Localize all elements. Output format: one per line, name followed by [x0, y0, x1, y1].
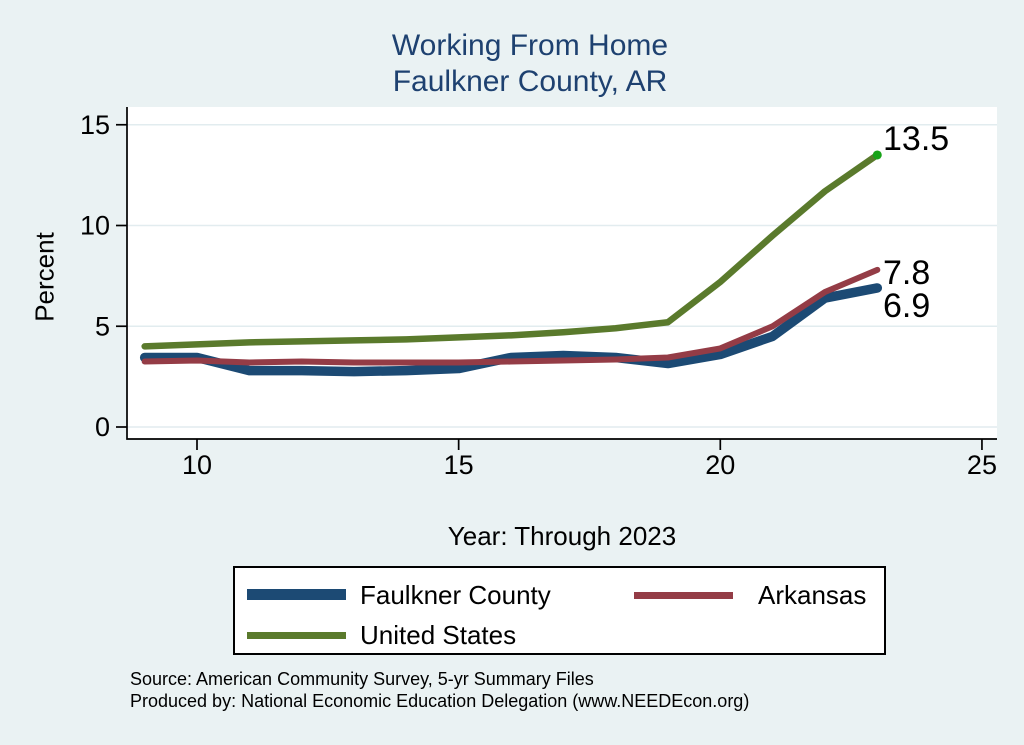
series-line-2: [141, 151, 881, 350]
chart-title: Working From Home Faulkner County, AR: [0, 28, 1024, 100]
legend-label-united-states: United States: [360, 620, 517, 650]
series-endpoint-dot-2: [872, 150, 882, 160]
x-tick-label-25: 25: [967, 450, 997, 480]
legend-label-faulkner-county: Faulkner County: [360, 580, 551, 610]
series-line-1: [141, 266, 881, 366]
legend: Faulkner County Arkansas United States: [233, 566, 886, 655]
x-tick-label-10: 10: [182, 450, 212, 480]
end-label-0: 6.9: [883, 287, 930, 325]
legend-swatch-faulkner-county: [247, 589, 346, 600]
chart-title-line1: Working From Home: [391, 29, 669, 62]
x-tick-label-20: 20: [705, 450, 735, 480]
x-tick-label-15: 15: [444, 450, 474, 480]
y-tick-label-10: 10: [80, 211, 110, 241]
source-note: Source: American Community Survey, 5-yr …: [130, 669, 594, 689]
plot-area: [127, 107, 997, 439]
end-label-1: 7.8: [883, 254, 930, 292]
x-axis-title: Year: Through 2023: [447, 521, 677, 551]
y-tick-label-0: 0: [95, 412, 110, 442]
legend-label-arkansas: Arkansas: [758, 580, 867, 610]
y-tick-label-5: 5: [95, 311, 110, 341]
y-axis-title: Percent: [29, 232, 60, 322]
axes: [126, 107, 997, 440]
end-label-2: 13.5: [883, 120, 949, 158]
line-chart: 0 5 10 15 10 15 20 25 6.97.8 13.5: [80, 107, 997, 480]
produced-by-note: Produced by: National Economic Education…: [130, 691, 750, 711]
footnote: Source: American Community Survey, 5-yr …: [130, 668, 749, 712]
series-line-0: [139, 283, 883, 377]
legend-swatch-united-states: [247, 632, 346, 639]
y-tick-label-15: 15: [80, 110, 110, 140]
legend-swatch-arkansas: [634, 592, 733, 599]
chart-title-line2: Faulkner County, AR: [392, 65, 668, 98]
